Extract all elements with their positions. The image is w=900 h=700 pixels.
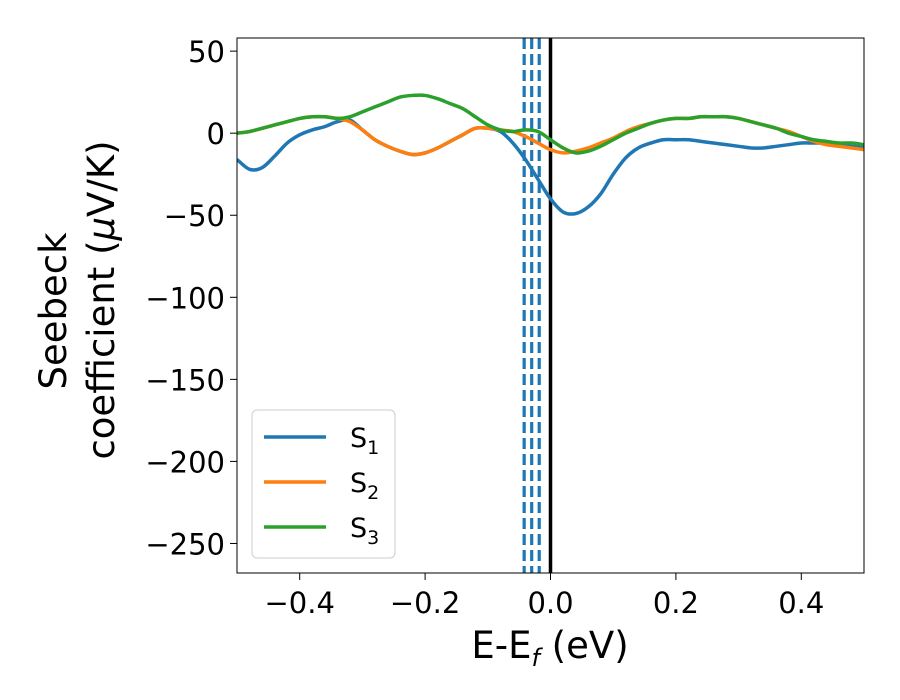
legend-label-s1: S1 (350, 423, 379, 459)
y-tick-label: −200 (145, 445, 225, 479)
series-layer (237, 93, 864, 216)
y-tick-label: −250 (145, 527, 225, 561)
x-tick-label: −0.4 (264, 586, 334, 620)
legend-label-s2: S2 (350, 468, 379, 504)
series-line-s3 (237, 93, 864, 155)
x-axis-label: E-Ef (eV) (471, 624, 628, 672)
y-axis-label-line2: coefficient (μV/K) (80, 140, 123, 459)
x-tick-label: 0.0 (527, 586, 573, 620)
x-tick-label: 0.2 (653, 586, 699, 620)
y-axis-ticks: 50 0 −50 −100 −150 −200 −250 (145, 35, 237, 561)
x-tick-label: 0.4 (778, 586, 824, 620)
y-tick-label: −100 (145, 281, 225, 315)
y-axis-label-line1: Seebeck (32, 232, 75, 390)
y-tick-label: −50 (164, 199, 225, 233)
y-tick-label: 50 (188, 35, 225, 69)
legend-box (251, 409, 396, 559)
reference-lines (522, 38, 553, 573)
legend: S1 S2 S3 (251, 409, 396, 559)
x-tick-label: −0.2 (390, 586, 460, 620)
x-axis-ticks: −0.4 −0.2 0.0 0.2 0.4 (264, 573, 824, 620)
legend-label-s3: S3 (350, 513, 379, 549)
y-tick-label: 0 (207, 117, 225, 151)
y-tick-label: −150 (145, 363, 225, 397)
